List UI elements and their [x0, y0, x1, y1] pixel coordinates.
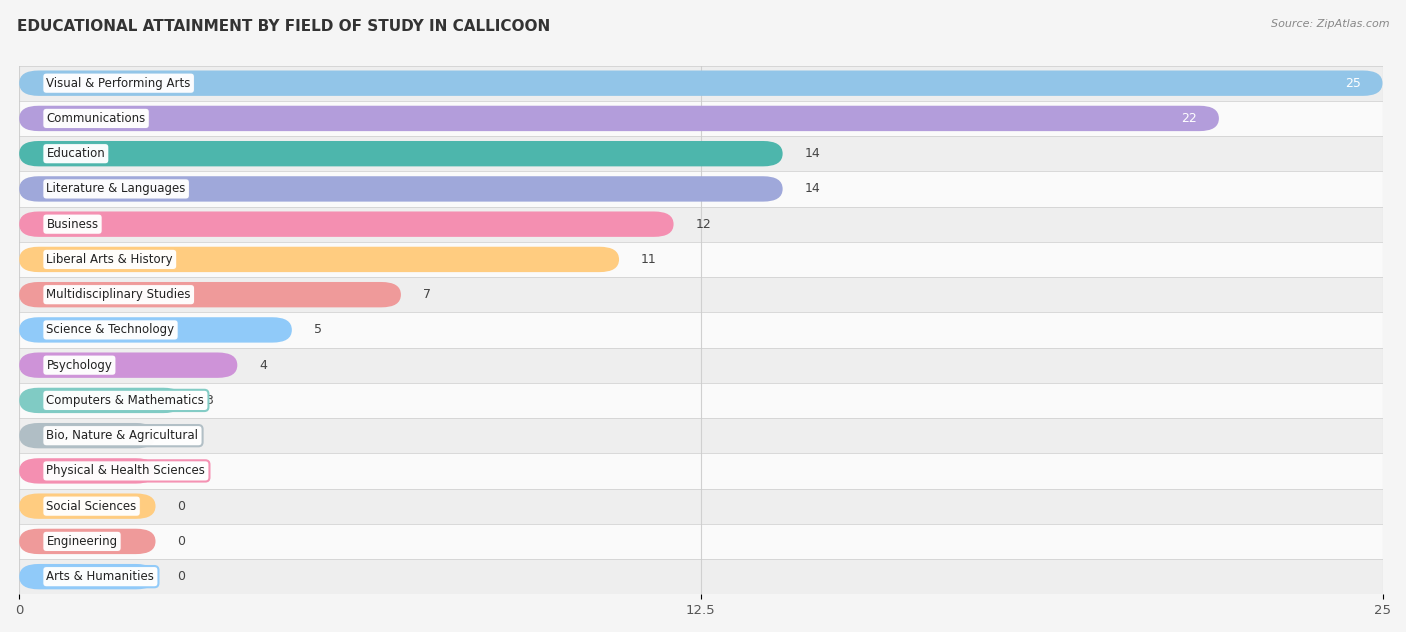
FancyBboxPatch shape — [20, 353, 238, 378]
FancyBboxPatch shape — [20, 71, 1382, 96]
Text: 25: 25 — [1344, 76, 1361, 90]
Bar — [20, 66, 1406, 101]
Text: 0: 0 — [177, 500, 186, 513]
FancyBboxPatch shape — [20, 494, 156, 519]
FancyBboxPatch shape — [20, 106, 1219, 131]
Text: Social Sciences: Social Sciences — [46, 500, 136, 513]
Text: 14: 14 — [804, 147, 820, 160]
FancyBboxPatch shape — [20, 212, 673, 237]
Text: Bio, Nature & Agricultural: Bio, Nature & Agricultural — [46, 429, 198, 442]
Text: Education: Education — [46, 147, 105, 160]
Text: Literature & Languages: Literature & Languages — [46, 183, 186, 195]
FancyBboxPatch shape — [20, 141, 783, 166]
Bar — [20, 242, 1406, 277]
Text: EDUCATIONAL ATTAINMENT BY FIELD OF STUDY IN CALLICOON: EDUCATIONAL ATTAINMENT BY FIELD OF STUDY… — [17, 19, 550, 34]
Bar — [20, 418, 1406, 453]
FancyBboxPatch shape — [20, 458, 156, 483]
FancyBboxPatch shape — [20, 282, 401, 307]
Bar — [20, 383, 1406, 418]
Text: 12: 12 — [696, 217, 711, 231]
Bar — [20, 101, 1406, 136]
Text: 5: 5 — [314, 324, 322, 336]
Text: 3: 3 — [205, 394, 212, 407]
Text: 0: 0 — [177, 570, 186, 583]
FancyBboxPatch shape — [20, 423, 156, 448]
Text: 0: 0 — [177, 429, 186, 442]
Text: 14: 14 — [804, 183, 820, 195]
Text: Science & Technology: Science & Technology — [46, 324, 174, 336]
FancyBboxPatch shape — [20, 529, 156, 554]
Text: 4: 4 — [259, 359, 267, 372]
FancyBboxPatch shape — [20, 246, 619, 272]
Text: Visual & Performing Arts: Visual & Performing Arts — [46, 76, 191, 90]
Text: 7: 7 — [423, 288, 430, 301]
FancyBboxPatch shape — [20, 564, 156, 590]
Text: 22: 22 — [1181, 112, 1197, 125]
Text: Communications: Communications — [46, 112, 146, 125]
Text: Physical & Health Sciences: Physical & Health Sciences — [46, 465, 205, 477]
Text: 11: 11 — [641, 253, 657, 266]
Bar — [20, 453, 1406, 489]
Text: 0: 0 — [177, 535, 186, 548]
Bar — [20, 524, 1406, 559]
FancyBboxPatch shape — [20, 176, 783, 202]
Text: Engineering: Engineering — [46, 535, 118, 548]
Bar — [20, 207, 1406, 242]
Text: Arts & Humanities: Arts & Humanities — [46, 570, 155, 583]
Bar — [20, 136, 1406, 171]
Text: Psychology: Psychology — [46, 359, 112, 372]
FancyBboxPatch shape — [20, 317, 292, 343]
Text: 0: 0 — [177, 465, 186, 477]
Bar — [20, 312, 1406, 348]
Text: Multidisciplinary Studies: Multidisciplinary Studies — [46, 288, 191, 301]
Text: Computers & Mathematics: Computers & Mathematics — [46, 394, 204, 407]
Bar — [20, 171, 1406, 207]
Text: Liberal Arts & History: Liberal Arts & History — [46, 253, 173, 266]
FancyBboxPatch shape — [20, 387, 183, 413]
Text: Business: Business — [46, 217, 98, 231]
Bar — [20, 489, 1406, 524]
Bar — [20, 559, 1406, 594]
Text: Source: ZipAtlas.com: Source: ZipAtlas.com — [1271, 19, 1389, 29]
Bar — [20, 348, 1406, 383]
Bar — [20, 277, 1406, 312]
